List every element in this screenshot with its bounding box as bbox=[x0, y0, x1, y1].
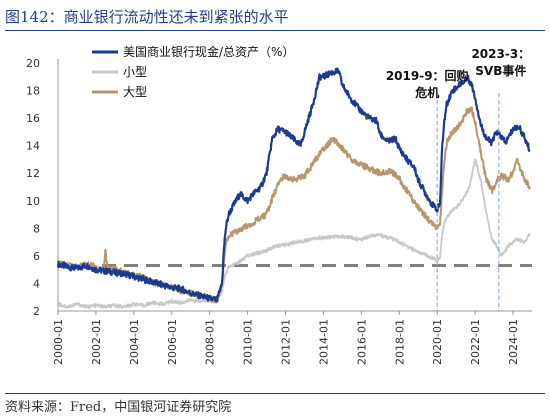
legend-label: 美国商业银行现金/总资产（%） bbox=[123, 44, 294, 59]
x-tick-label: 2000-01 bbox=[52, 319, 65, 365]
event-label: SVB事件 bbox=[475, 63, 526, 78]
y-tick-label: 2 bbox=[33, 305, 40, 318]
y-tick-label: 16 bbox=[26, 112, 40, 125]
x-tick-label: 2016-01 bbox=[355, 319, 368, 365]
y-tick-label: 6 bbox=[33, 250, 40, 263]
series-line-small bbox=[57, 158, 531, 310]
x-tick-label: 2014-01 bbox=[317, 319, 330, 365]
y-tick-label: 18 bbox=[26, 85, 40, 98]
event-label: 危机 bbox=[414, 85, 439, 100]
x-tick-label: 2012-01 bbox=[280, 319, 293, 365]
legend-label: 小型 bbox=[123, 65, 147, 79]
x-tick-label: 2020-01 bbox=[431, 319, 444, 365]
x-tick-label: 2010-01 bbox=[242, 319, 255, 365]
series-line-large-commercial bbox=[56, 67, 531, 303]
y-tick-label: 4 bbox=[33, 277, 40, 290]
footer-rule bbox=[5, 393, 545, 394]
y-tick-label: 12 bbox=[26, 167, 40, 180]
x-tick-label: 2022-01 bbox=[469, 319, 482, 365]
y-tick-label: 8 bbox=[33, 222, 40, 235]
legend-label: 大型 bbox=[123, 85, 147, 99]
x-tick-label: 2002-01 bbox=[90, 319, 103, 365]
source-note: 资料来源：Fred，中国银河证券研究院 bbox=[5, 400, 232, 415]
x-tick-label: 2008-01 bbox=[204, 319, 217, 365]
figure-title: 图142：商业银行流动性还未到紧张的水平 bbox=[5, 8, 289, 26]
y-tick-label: 14 bbox=[26, 140, 40, 153]
event-label: 2019-9：回购 bbox=[386, 68, 469, 83]
x-tick-label: 2006-01 bbox=[166, 319, 179, 365]
event-label: 2023-3： bbox=[471, 47, 530, 61]
x-tick-label: 2004-01 bbox=[128, 319, 141, 365]
header-rule bbox=[5, 30, 545, 31]
x-tick-label: 2018-01 bbox=[393, 319, 406, 365]
x-tick-label: 2024-01 bbox=[507, 319, 520, 365]
line-chart: 2 4 6 8 10 12 14 16 18 20 2000-01 2002-01 2004-01 200… bbox=[26, 44, 532, 365]
series-lines bbox=[56, 67, 532, 310]
y-tick-label: 20 bbox=[26, 57, 40, 70]
y-tick-label: 10 bbox=[26, 195, 40, 208]
chart-axes: 2 4 6 8 10 12 14 16 18 20 2000-01 2002-01 2004-01 200… bbox=[26, 57, 532, 365]
